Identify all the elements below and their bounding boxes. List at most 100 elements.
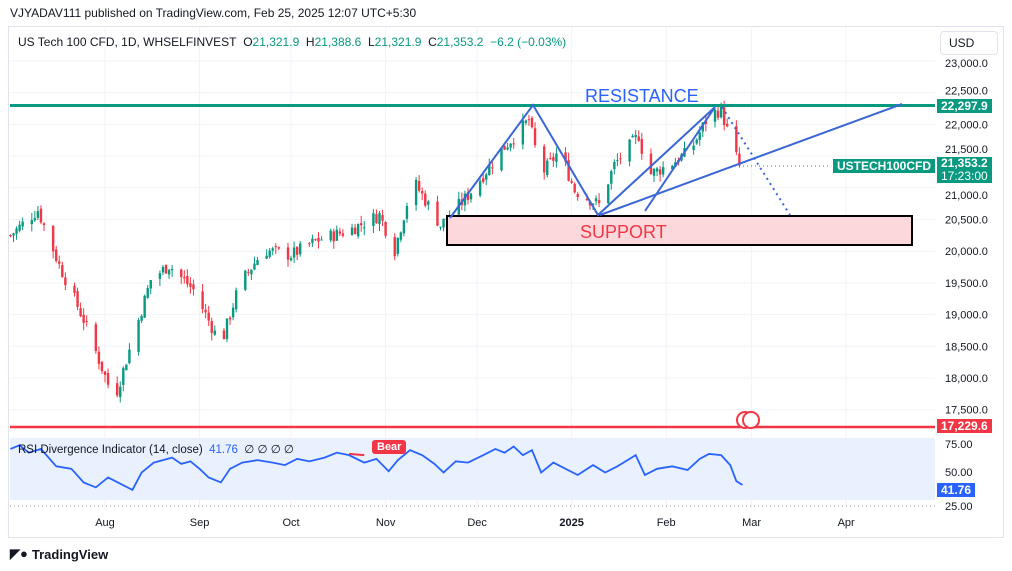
support-zone[interactable] <box>446 215 913 246</box>
candle-body <box>573 184 576 193</box>
trendline[interactable] <box>599 103 903 216</box>
candle-body <box>158 273 162 279</box>
candle-body <box>231 307 235 318</box>
candle-body <box>658 169 662 175</box>
close-label: C <box>428 35 437 49</box>
candle-body <box>631 135 634 138</box>
candle-body <box>119 386 122 398</box>
candle-body <box>482 178 485 182</box>
tradingview-logo[interactable]: ◤● TradingView <box>10 546 108 562</box>
candle-body <box>427 201 430 205</box>
candle-body <box>506 147 509 150</box>
candle-body <box>125 364 128 371</box>
candle-body <box>713 109 717 122</box>
candle-body <box>42 223 46 226</box>
candle-body <box>533 128 537 146</box>
candle-body <box>265 255 268 259</box>
candle-body <box>94 324 98 352</box>
price-axis-label: 22,500.0 <box>945 86 988 98</box>
candle-body <box>314 239 317 241</box>
candle-body <box>18 224 21 231</box>
candle-body <box>308 243 311 245</box>
rsi-axis-label: 25.00 <box>945 501 973 513</box>
candle-body <box>530 117 534 128</box>
candle-body <box>695 139 698 144</box>
tradingview-label: TradingView <box>31 546 109 562</box>
candle-body <box>292 247 296 258</box>
candle-body <box>466 192 470 201</box>
candle-body <box>610 171 613 184</box>
candle-body <box>350 227 354 235</box>
price-axis-label: 22,000.0 <box>945 119 988 131</box>
candle-body <box>414 179 418 206</box>
rsi-legend: RSI Divergence Indicator (14, close) 41.… <box>18 442 294 456</box>
candle-body <box>15 228 18 234</box>
time-axis-label: Nov <box>376 517 396 529</box>
candle-body <box>692 145 695 150</box>
rsi-placeholders: ∅ ∅ ∅ ∅ <box>244 444 294 456</box>
candle-body <box>299 243 302 255</box>
time-axis-label: Sep <box>190 517 210 529</box>
candle-body <box>567 160 570 181</box>
rsi-value-tag: 41.76 <box>937 483 976 497</box>
price-axis-label: 23,000.0 <box>945 58 988 70</box>
rsi-value: 41.76 <box>209 444 238 456</box>
change-value: −6.2 (−0.03%) <box>490 35 567 49</box>
candle-body <box>738 153 741 166</box>
candle-body <box>79 308 82 317</box>
event-flag-icon[interactable] <box>742 411 760 429</box>
candle-body <box>469 193 473 200</box>
low-value: 21,321.9 <box>374 35 422 49</box>
trendline[interactable] <box>644 106 716 212</box>
projection-line[interactable] <box>721 106 791 216</box>
candle-body <box>12 233 15 236</box>
price-axis-label: 18,500.0 <box>945 341 988 353</box>
price-axis-label: 21,000.0 <box>945 190 988 202</box>
candle-body <box>463 193 467 206</box>
candle-body <box>106 372 110 385</box>
candle-body <box>295 247 299 255</box>
candle-body <box>329 230 332 241</box>
time-axis-label: 2025 <box>559 517 583 529</box>
rsi-axis-label: 75.00 <box>945 439 973 451</box>
candle-body <box>356 224 360 237</box>
symbol-tag: USTECH100CFD <box>832 159 935 173</box>
close-value: 21,353.2 <box>436 35 484 49</box>
candle-body <box>201 291 204 310</box>
pattern-line[interactable] <box>449 103 716 219</box>
rsi-title[interactable]: RSI Divergence Indicator (14, close) <box>18 444 203 456</box>
currency-button[interactable]: USD <box>940 31 998 55</box>
candle-body <box>39 208 43 223</box>
candle-body <box>320 239 323 241</box>
candle-body <box>143 295 146 318</box>
candle-body <box>311 238 314 243</box>
resistance-label[interactable]: RESISTANCE <box>585 86 699 106</box>
bear-divergence-label: Bear <box>372 440 407 454</box>
price-axis-label: 19,500.0 <box>945 278 988 290</box>
candle-body <box>521 120 525 145</box>
candle-body <box>253 263 256 270</box>
candle-body <box>250 269 253 275</box>
time-axis-label: Apr <box>838 517 855 529</box>
candle-body <box>652 168 656 176</box>
candle-body <box>244 270 247 290</box>
support-label[interactable]: SUPPORT <box>580 222 667 242</box>
tradingview-logo-icon: ◤● <box>10 546 28 561</box>
candle-body <box>9 235 12 237</box>
time-axis-label: Aug <box>95 517 115 529</box>
candle-body <box>170 269 174 271</box>
time-axis-label: Dec <box>467 517 487 529</box>
candle-body <box>726 123 729 127</box>
time-axis-label: Feb <box>657 517 676 529</box>
candle-body <box>274 246 277 248</box>
candle-body <box>210 321 213 333</box>
candle-body <box>335 229 338 241</box>
candle-body <box>289 258 293 261</box>
candle-body <box>485 174 488 180</box>
candle-body <box>722 105 726 125</box>
candle-body <box>268 250 271 257</box>
candle-body <box>256 259 259 266</box>
price-axis-label: 17,500.0 <box>945 405 988 417</box>
candle-body <box>543 146 546 173</box>
